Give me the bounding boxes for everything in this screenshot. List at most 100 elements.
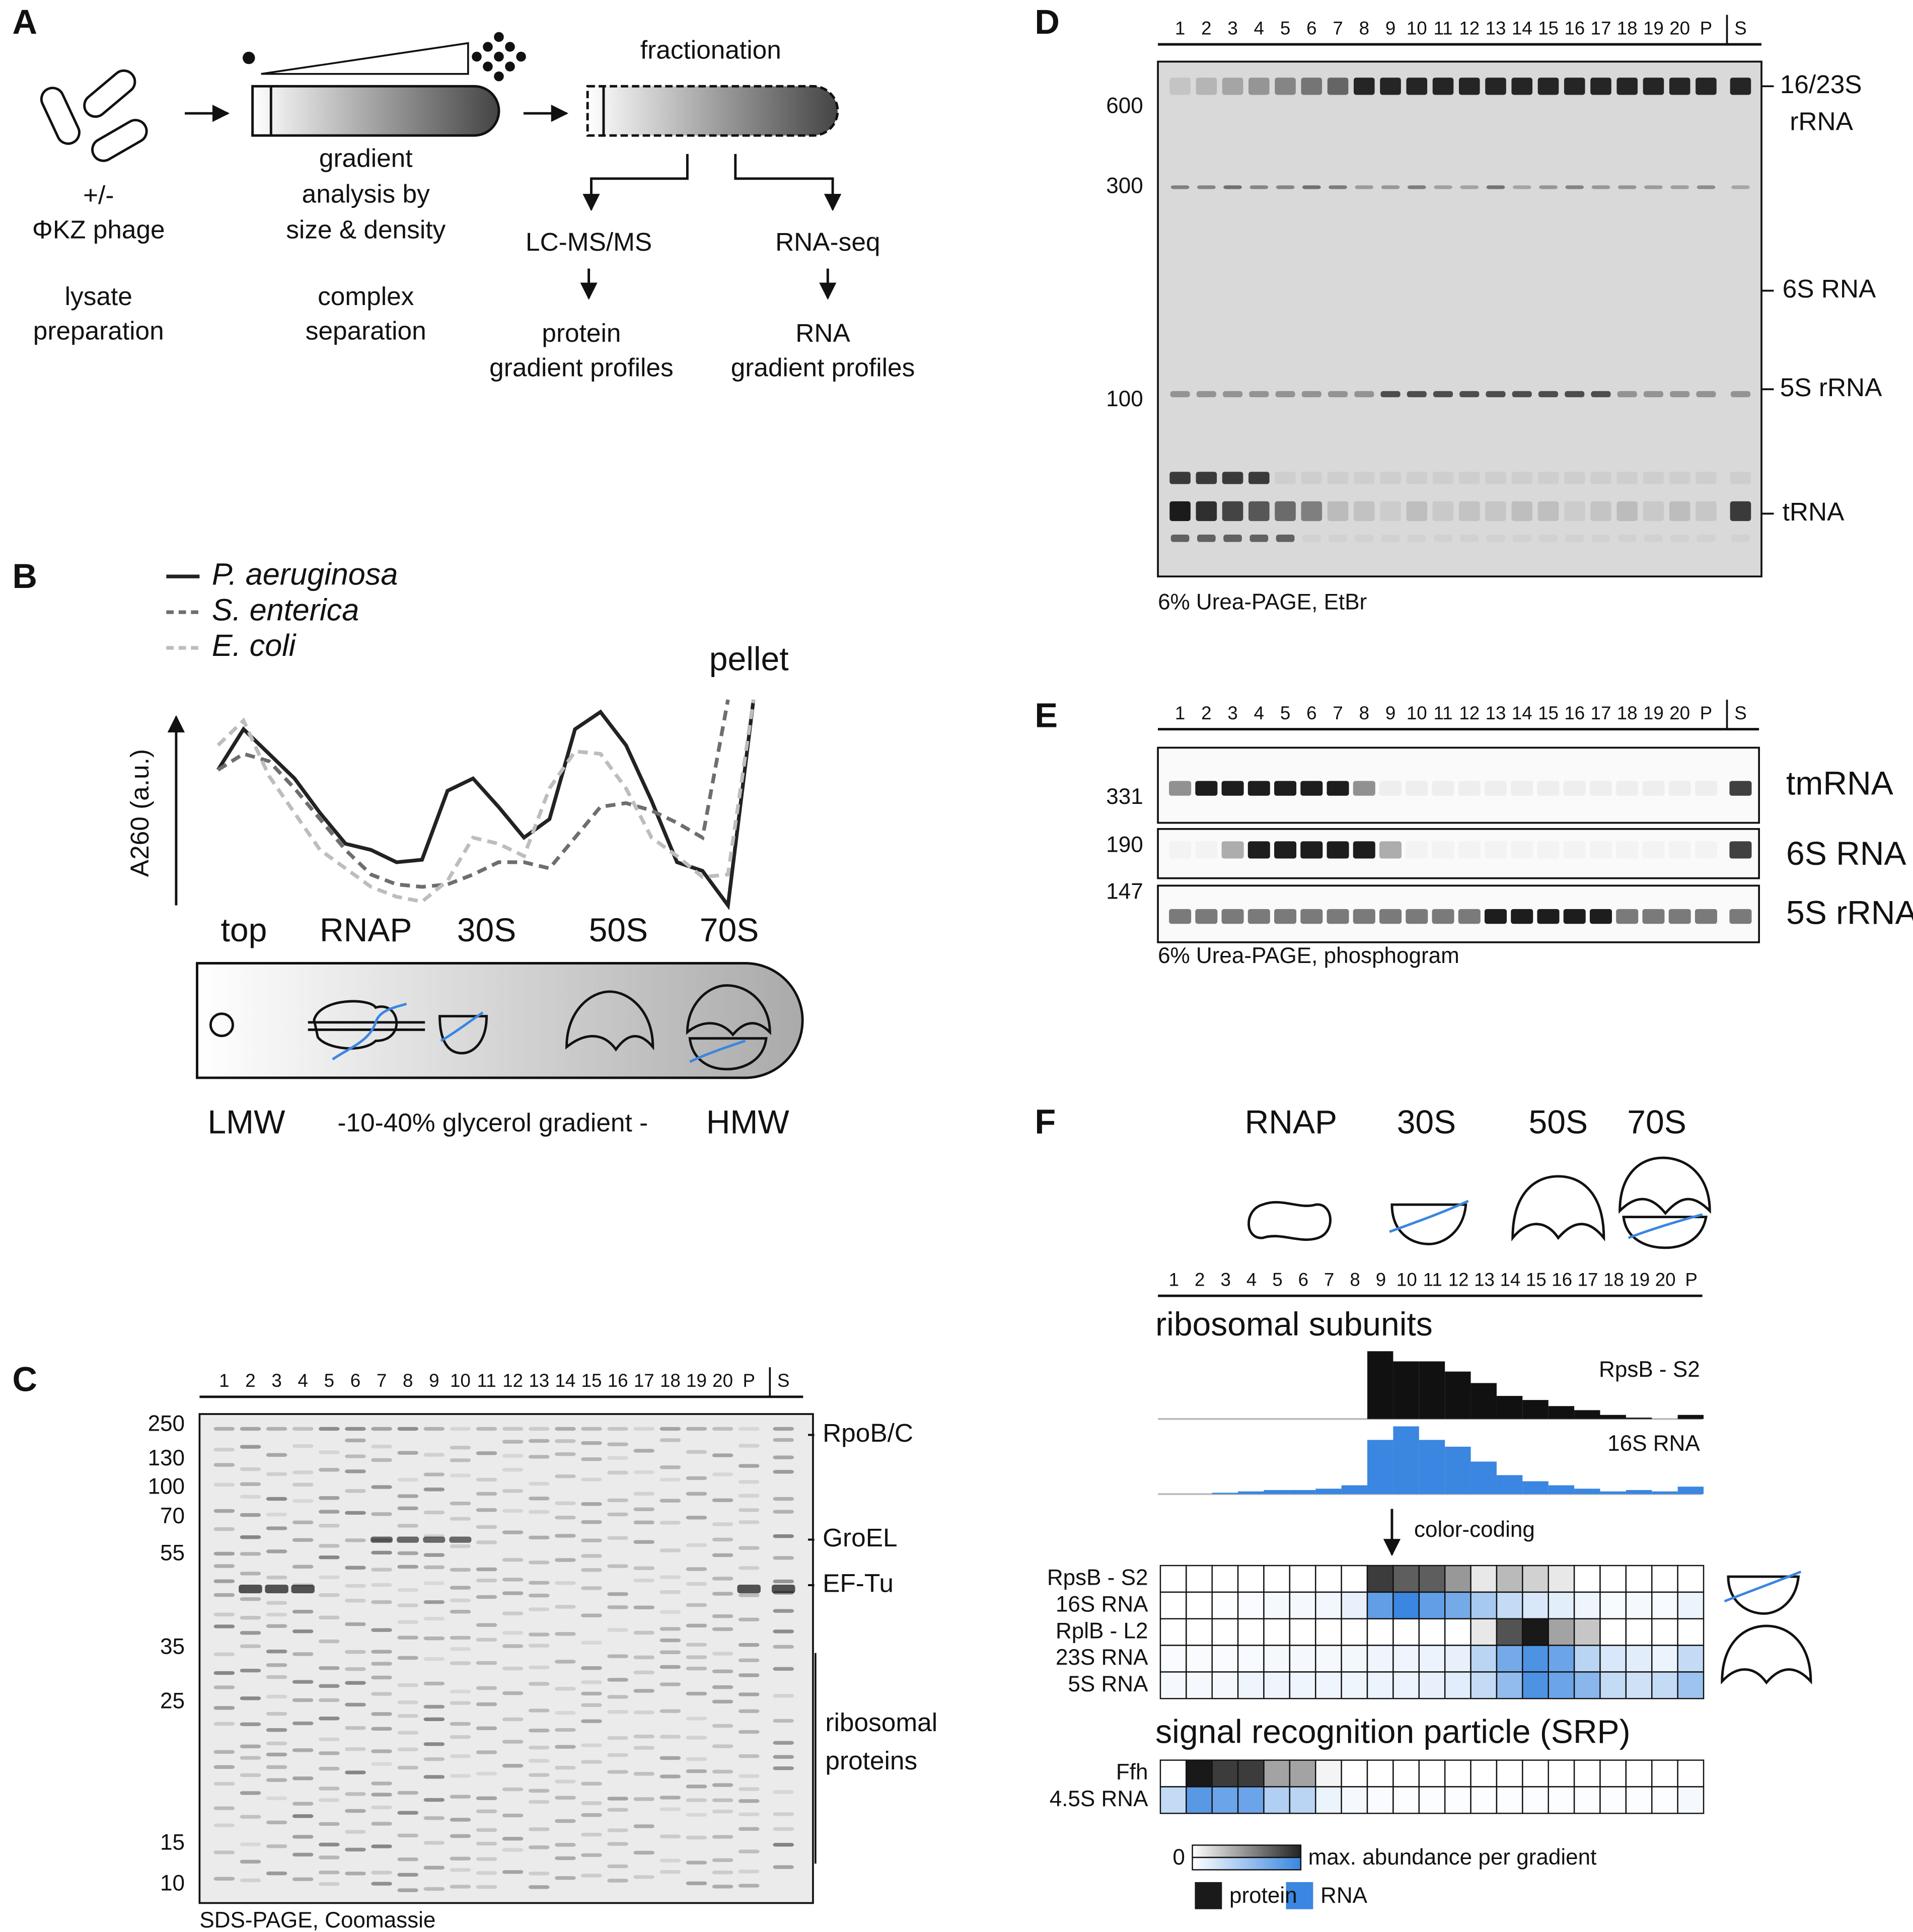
gel-band [686,1798,707,1802]
gel-band [738,1520,760,1524]
gel-band [633,1734,655,1739]
gel-band [1406,781,1428,796]
gel-band [1484,781,1507,796]
gel-band [1695,909,1717,924]
gel-band [319,1615,340,1619]
gel-band [659,1665,681,1669]
gel-band [659,1638,681,1643]
heatmap-cell [1263,1759,1291,1788]
gel-band [450,1501,471,1506]
ribosome-icon [1622,1216,1708,1249]
step-label: LC-MS/MS [526,227,652,256]
gel-band [712,1870,733,1875]
gel-band [686,1835,707,1840]
gel-band [397,1811,418,1815]
lane-label: 3 [1227,703,1237,723]
branch [734,154,842,211]
lane-label: 5 [324,1370,334,1391]
heatmap-cell [1444,1786,1471,1814]
gel-band [712,1627,733,1631]
gel-band [712,1744,733,1748]
heatmap-cell [1548,1565,1575,1593]
band-label: 5S rRNA [1786,894,1913,931]
gel-band [1616,781,1639,796]
gel-band [555,1779,576,1784]
gel-band [292,1470,314,1474]
gel-band [659,1610,681,1614]
lane-label: 20 [1655,1269,1676,1290]
gel-band [712,1522,733,1526]
heatmap-cell [1651,1786,1678,1814]
gel-band [686,1861,707,1865]
gel-band [1353,781,1375,796]
branch [582,154,689,211]
gel-band [1643,78,1664,95]
heatmap-cell [1599,1645,1627,1673]
gel-band [371,1485,392,1489]
annotation: color-coding [1414,1517,1535,1542]
profile-line [216,699,756,911]
heatmap-cell [1289,1759,1316,1788]
gel-band [633,1470,655,1474]
profile-bar [1548,1406,1575,1419]
gel-band [712,1858,733,1862]
gel-band [371,1882,392,1886]
gel-band [581,1874,602,1878]
gel-band [737,1584,761,1594]
gel-band [712,1809,733,1814]
gel-band [1565,534,1584,542]
gel-band [1486,185,1505,189]
heatmap-cell [1366,1645,1394,1673]
gel-band [1434,534,1452,542]
gel-band [476,1750,497,1754]
gel-band [240,1597,261,1601]
gel-band [240,1860,261,1864]
profile-bar [1574,1489,1600,1495]
gel-band [607,1628,628,1632]
gel-band [1379,781,1402,796]
step-label: analysis by [302,179,430,208]
gel-band [266,1453,287,1457]
gel-band [476,1540,497,1544]
gel-band [686,1785,707,1789]
step-label: size & density [286,215,446,244]
gel-band [240,1552,261,1556]
gel-band [423,1565,445,1570]
gel-band [738,1827,760,1831]
gel-band [502,1644,524,1648]
row-label: 16S RNA [1056,1592,1148,1616]
heatmap-cell [1418,1759,1446,1788]
gel-band [528,1885,550,1889]
heatmap-cell [1625,1618,1653,1646]
gel-band [397,1747,418,1752]
complex-label: 50S [1529,1103,1588,1140]
gel-band [450,1701,471,1705]
gel-band [1669,501,1690,522]
gel-band [1537,78,1559,95]
gel-band [397,1506,418,1510]
lane-label: 15 [581,1370,602,1391]
profile-bar [1238,1491,1264,1495]
heatmap-cell [1444,1565,1471,1593]
gel-band [1485,472,1506,484]
gel-band [240,1572,261,1576]
gel-band [213,1593,235,1597]
heatmap-cell [1186,1618,1213,1646]
gel-band [265,1584,288,1594]
gel-band [292,1835,314,1839]
gel-band [773,1827,794,1831]
gel-band [773,1667,794,1671]
gel-band [345,1438,366,1443]
gel-band [1301,78,1322,95]
gel-band [423,1600,445,1604]
gel-band [423,1757,445,1761]
gradient-label: LMW [207,1103,285,1140]
step-label: protein [542,318,621,347]
heatmap-cell [1496,1645,1523,1673]
gel-band [397,1451,418,1455]
gel-band [213,1850,235,1854]
gel-band [502,1764,524,1768]
gel-band [581,1586,602,1590]
section-title: signal recognition particle (SRP) [1155,1713,1630,1750]
gel-band [1169,78,1191,95]
